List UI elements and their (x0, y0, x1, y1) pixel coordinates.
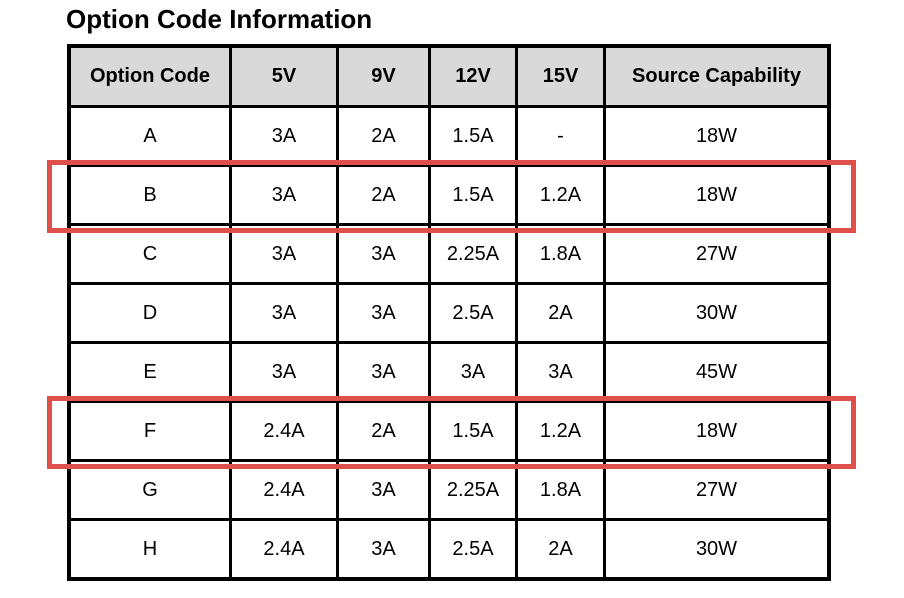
table-cell: 27W (606, 462, 827, 521)
table-cell: 18W (606, 108, 827, 167)
table-cell: 1.2A (518, 167, 606, 226)
table-cell: 2A (339, 403, 431, 462)
table-cell: 3A (232, 167, 339, 226)
table-row-e: E 3A 3A 3A 3A 45W (71, 344, 827, 403)
table-cell: 3A (232, 108, 339, 167)
table-cell: 2.4A (232, 521, 339, 577)
header-cell-option-code: Option Code (71, 48, 232, 108)
table-header-row: Option Code 5V 9V 12V 15V Source Capabil… (71, 48, 827, 108)
table-cell: 3A (339, 462, 431, 521)
table-row-b: B 3A 2A 1.5A 1.2A 18W (47, 160, 856, 233)
table-cell: B (71, 167, 232, 226)
table-cell: 2.25A (431, 226, 518, 285)
table-cell: 45W (606, 344, 827, 403)
table-cell: 1.8A (518, 462, 606, 521)
table-row-c: C 3A 3A 2.25A 1.8A 27W (71, 226, 827, 285)
table-cell: 2A (518, 521, 606, 577)
table-cell: 2.4A (232, 403, 339, 462)
option-code-table: Option Code 5V 9V 12V 15V Source Capabil… (47, 44, 856, 581)
table-cell: 3A (232, 226, 339, 285)
table-cell: 2A (518, 285, 606, 344)
header-cell-5v: 5V (232, 48, 339, 108)
table-cell: 3A (339, 226, 431, 285)
table-row-f: F 2.4A 2A 1.5A 1.2A 18W (47, 396, 856, 469)
table-cell: E (71, 344, 232, 403)
table-cell: 2A (339, 167, 431, 226)
table-cell: 3A (339, 344, 431, 403)
table-row-g: G 2.4A 3A 2.25A 1.8A 27W (71, 462, 827, 521)
table-row-a: A 3A 2A 1.5A - 18W (71, 108, 827, 167)
table-cell: A (71, 108, 232, 167)
table-cell: 1.2A (518, 403, 606, 462)
table-row-d: D 3A 3A 2.5A 2A 30W (71, 285, 827, 344)
table-row-h: H 2.4A 3A 2.5A 2A 30W (71, 521, 827, 577)
header-cell-9v: 9V (339, 48, 431, 108)
table-cell: F (71, 403, 232, 462)
table-cell: 18W (606, 167, 827, 226)
table-cell: 2.5A (431, 285, 518, 344)
table-cell: 2.4A (232, 462, 339, 521)
table-cell: - (518, 108, 606, 167)
table-cell: 2A (339, 108, 431, 167)
table-cell: 3A (339, 521, 431, 577)
table-cell: 18W (606, 403, 827, 462)
header-cell-15v: 15V (518, 48, 606, 108)
table-cell: 3A (431, 344, 518, 403)
header-cell-12v: 12V (431, 48, 518, 108)
table-cell: D (71, 285, 232, 344)
table-cell: 3A (339, 285, 431, 344)
table-cell: G (71, 462, 232, 521)
table-cell: C (71, 226, 232, 285)
table-cell: 1.5A (431, 167, 518, 226)
table-cell: 30W (606, 521, 827, 577)
table-cell: 1.5A (431, 108, 518, 167)
table-cell: 1.8A (518, 226, 606, 285)
header-cell-source-capability: Source Capability (606, 48, 827, 108)
table-cell: 1.5A (431, 403, 518, 462)
page-title: Option Code Information (66, 4, 373, 34)
table-cell: 3A (232, 285, 339, 344)
table-cell: H (71, 521, 232, 577)
table-cell: 2.25A (431, 462, 518, 521)
table-cell: 30W (606, 285, 827, 344)
table-cell: 2.5A (431, 521, 518, 577)
table-cell: 3A (232, 344, 339, 403)
table-cell: 27W (606, 226, 827, 285)
table-cell: 3A (518, 344, 606, 403)
